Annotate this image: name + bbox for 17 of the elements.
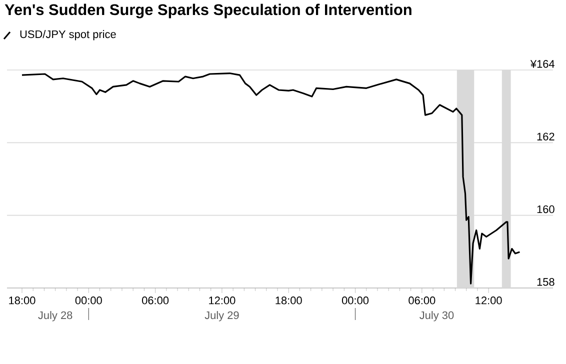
x-tick-label: 12:00 [209,296,236,304]
x-tick-label: 00:00 [75,296,102,304]
y-tick-label: 160 [537,205,554,214]
x-tick-label: 18:00 [9,296,36,304]
chart-title: Yen's Sudden Surge Sparks Speculation of Intervention [4,4,412,18]
x-tick-label: 00:00 [342,296,369,304]
x-tick-label: 12:00 [476,296,502,304]
legend-label: USD/JPY spot price [20,30,116,40]
y-tick-label: 162 [537,132,554,140]
y-tick-label: ¥164 [530,60,554,68]
x2-tick-label: July 28 [38,311,72,322]
x-tick-label: 06:00 [142,296,169,304]
x2-tick-label: July 30 [420,311,454,322]
y-tick-label: 158 [537,278,554,286]
x-tick-label: 18:00 [276,296,302,304]
x-tick-label: 06:00 [408,296,436,304]
x2-tick-label: July 29 [204,311,239,322]
